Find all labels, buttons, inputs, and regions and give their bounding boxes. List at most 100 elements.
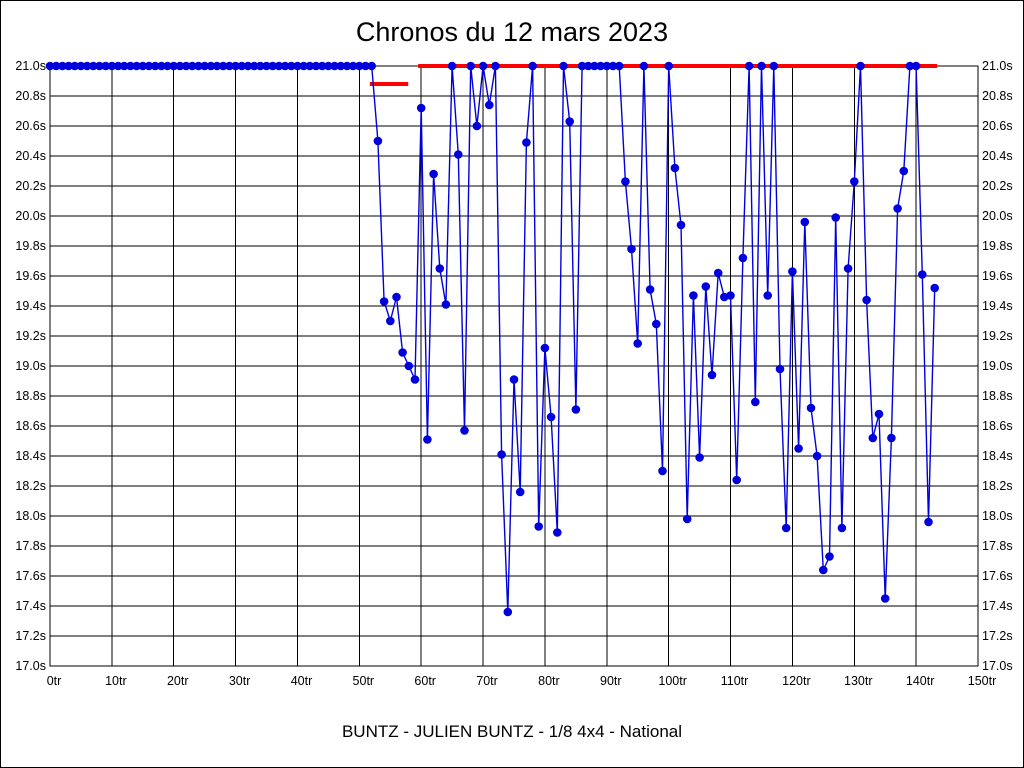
chrono-point — [899, 166, 909, 176]
chrono-point — [491, 61, 500, 71]
chrono-point — [781, 523, 791, 533]
y-tick-label-left: 20.0s — [15, 209, 46, 223]
chrono-point — [911, 61, 921, 71]
chrono-point — [689, 291, 698, 300]
x-tick-label: 130tr — [844, 674, 873, 688]
y-tick-label-left: 19.8s — [15, 239, 46, 253]
chrono-point — [274, 61, 284, 71]
chrono-point — [287, 61, 296, 71]
chrono-point — [590, 61, 599, 71]
y-tick-label-right: 19.6s — [982, 269, 1013, 283]
chrono-point — [237, 61, 247, 71]
chrono-point — [416, 103, 426, 113]
chrono-point — [794, 444, 803, 453]
chrono-point — [89, 61, 98, 71]
y-tick-label-right: 17.4s — [982, 599, 1013, 613]
chrono-point — [324, 61, 333, 71]
y-tick-label-left: 19.4s — [15, 299, 46, 313]
chrono-point — [602, 61, 612, 71]
chrono-point — [206, 61, 216, 71]
chrono-point — [639, 61, 649, 71]
chrono-point — [819, 565, 828, 575]
chrono-point — [856, 61, 865, 71]
chrono-point — [893, 204, 902, 213]
x-tick-label: 140tr — [906, 674, 935, 688]
chrono-point — [621, 177, 630, 186]
x-tick-label: 30tr — [229, 674, 251, 688]
chrono-point — [528, 61, 537, 71]
y-tick-label-left: 18.4s — [15, 449, 46, 463]
chrono-point — [163, 61, 172, 71]
chrono-point — [113, 61, 123, 71]
chrono-point — [119, 61, 129, 71]
chrono-point — [652, 319, 661, 329]
y-tick-label-left: 19.6s — [15, 269, 46, 283]
y-tick-label-left: 18.6s — [15, 419, 46, 433]
chrono-point — [45, 61, 55, 71]
chrono-point — [144, 61, 154, 71]
x-tick-label: 70tr — [476, 674, 498, 688]
y-tick-label-left: 17.6s — [15, 569, 46, 583]
chrono-point — [862, 295, 871, 305]
y-tick-label-left: 20.6s — [15, 119, 46, 133]
y-tick-label-right: 20.6s — [982, 119, 1013, 133]
y-tick-label-right: 21.0s — [982, 59, 1013, 73]
chrono-point — [379, 297, 389, 306]
chrono-point — [330, 61, 339, 71]
y-tick-label-left: 18.2s — [15, 479, 46, 493]
y-tick-label-right: 18.0s — [982, 509, 1013, 523]
chrono-point — [874, 409, 884, 419]
chrono-point — [64, 61, 73, 71]
chrono-point — [126, 61, 135, 71]
chrono-point — [676, 220, 686, 230]
y-tick-label-left: 19.2s — [15, 329, 46, 343]
chrono-point — [169, 61, 178, 71]
chrono-point — [435, 264, 445, 273]
chrono-point — [682, 514, 692, 524]
chrono-point — [472, 121, 482, 131]
chrono-point — [150, 61, 160, 71]
chrono-point — [918, 270, 927, 279]
chrono-point — [596, 61, 605, 71]
chrono-point — [101, 61, 110, 71]
chrono-point — [633, 339, 642, 348]
chrono-point — [181, 61, 191, 71]
chrono-point — [157, 61, 166, 71]
chrono-point — [850, 177, 859, 186]
chrono-point — [317, 61, 327, 71]
y-tick-label-right: 19.0s — [982, 359, 1013, 373]
x-tick-label: 0tr — [47, 674, 62, 688]
chrono-point — [410, 375, 420, 384]
chrono-point — [825, 552, 834, 561]
chrono-point — [255, 61, 265, 71]
chrono-point — [188, 61, 197, 71]
chrono-point — [503, 607, 513, 617]
chrono-point — [225, 61, 234, 71]
chrono-point — [553, 528, 562, 537]
chrono-point — [58, 61, 67, 71]
y-tick-label-left: 17.0s — [15, 659, 46, 673]
chrono-point — [540, 343, 550, 353]
y-tick-label-right: 18.8s — [982, 389, 1013, 403]
chrono-point — [880, 594, 890, 603]
chrono-point — [280, 61, 290, 71]
chrono-point — [454, 150, 463, 159]
chrono-point — [788, 267, 797, 276]
y-tick-label-left: 20.2s — [15, 179, 46, 193]
y-tick-label-right: 20.4s — [982, 149, 1013, 163]
chrono-point — [361, 61, 370, 71]
chrono-point — [812, 451, 822, 461]
x-tick-label: 110tr — [721, 674, 749, 688]
x-tick-label: 100tr — [658, 674, 687, 688]
y-tick-label-right: 17.0s — [982, 659, 1013, 673]
chrono-point — [775, 364, 785, 374]
y-tick-label-right: 20.8s — [982, 89, 1013, 103]
y-tick-label-left: 20.8s — [15, 89, 46, 103]
chrono-point — [293, 61, 302, 71]
y-tick-label-right: 19.4s — [982, 299, 1013, 313]
y-tick-label-left: 17.2s — [15, 629, 46, 643]
chrono-point — [51, 61, 61, 71]
chrono-point — [868, 433, 878, 443]
